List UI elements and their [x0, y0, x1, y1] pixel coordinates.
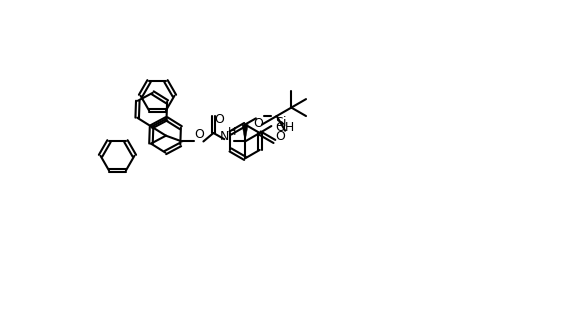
Text: O: O	[254, 117, 263, 130]
Text: Si: Si	[276, 117, 287, 129]
Text: OH: OH	[276, 121, 295, 134]
Text: O: O	[194, 128, 204, 141]
Text: O: O	[215, 113, 224, 126]
Polygon shape	[242, 125, 248, 141]
Text: O: O	[276, 130, 286, 143]
Text: H: H	[228, 127, 236, 137]
Text: N: N	[220, 130, 229, 142]
